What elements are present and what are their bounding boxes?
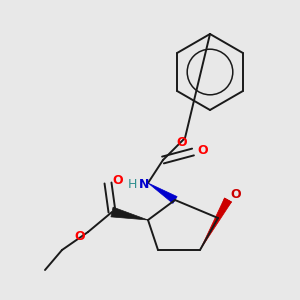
Polygon shape [218, 198, 232, 218]
Text: O: O [177, 136, 187, 148]
Polygon shape [148, 183, 177, 203]
Text: O: O [231, 188, 241, 202]
Text: N: N [139, 178, 149, 191]
Text: H: H [127, 178, 137, 191]
Text: O: O [198, 143, 208, 157]
Polygon shape [111, 207, 148, 220]
Text: O: O [75, 230, 85, 242]
Polygon shape [200, 198, 232, 250]
Text: O: O [113, 173, 123, 187]
